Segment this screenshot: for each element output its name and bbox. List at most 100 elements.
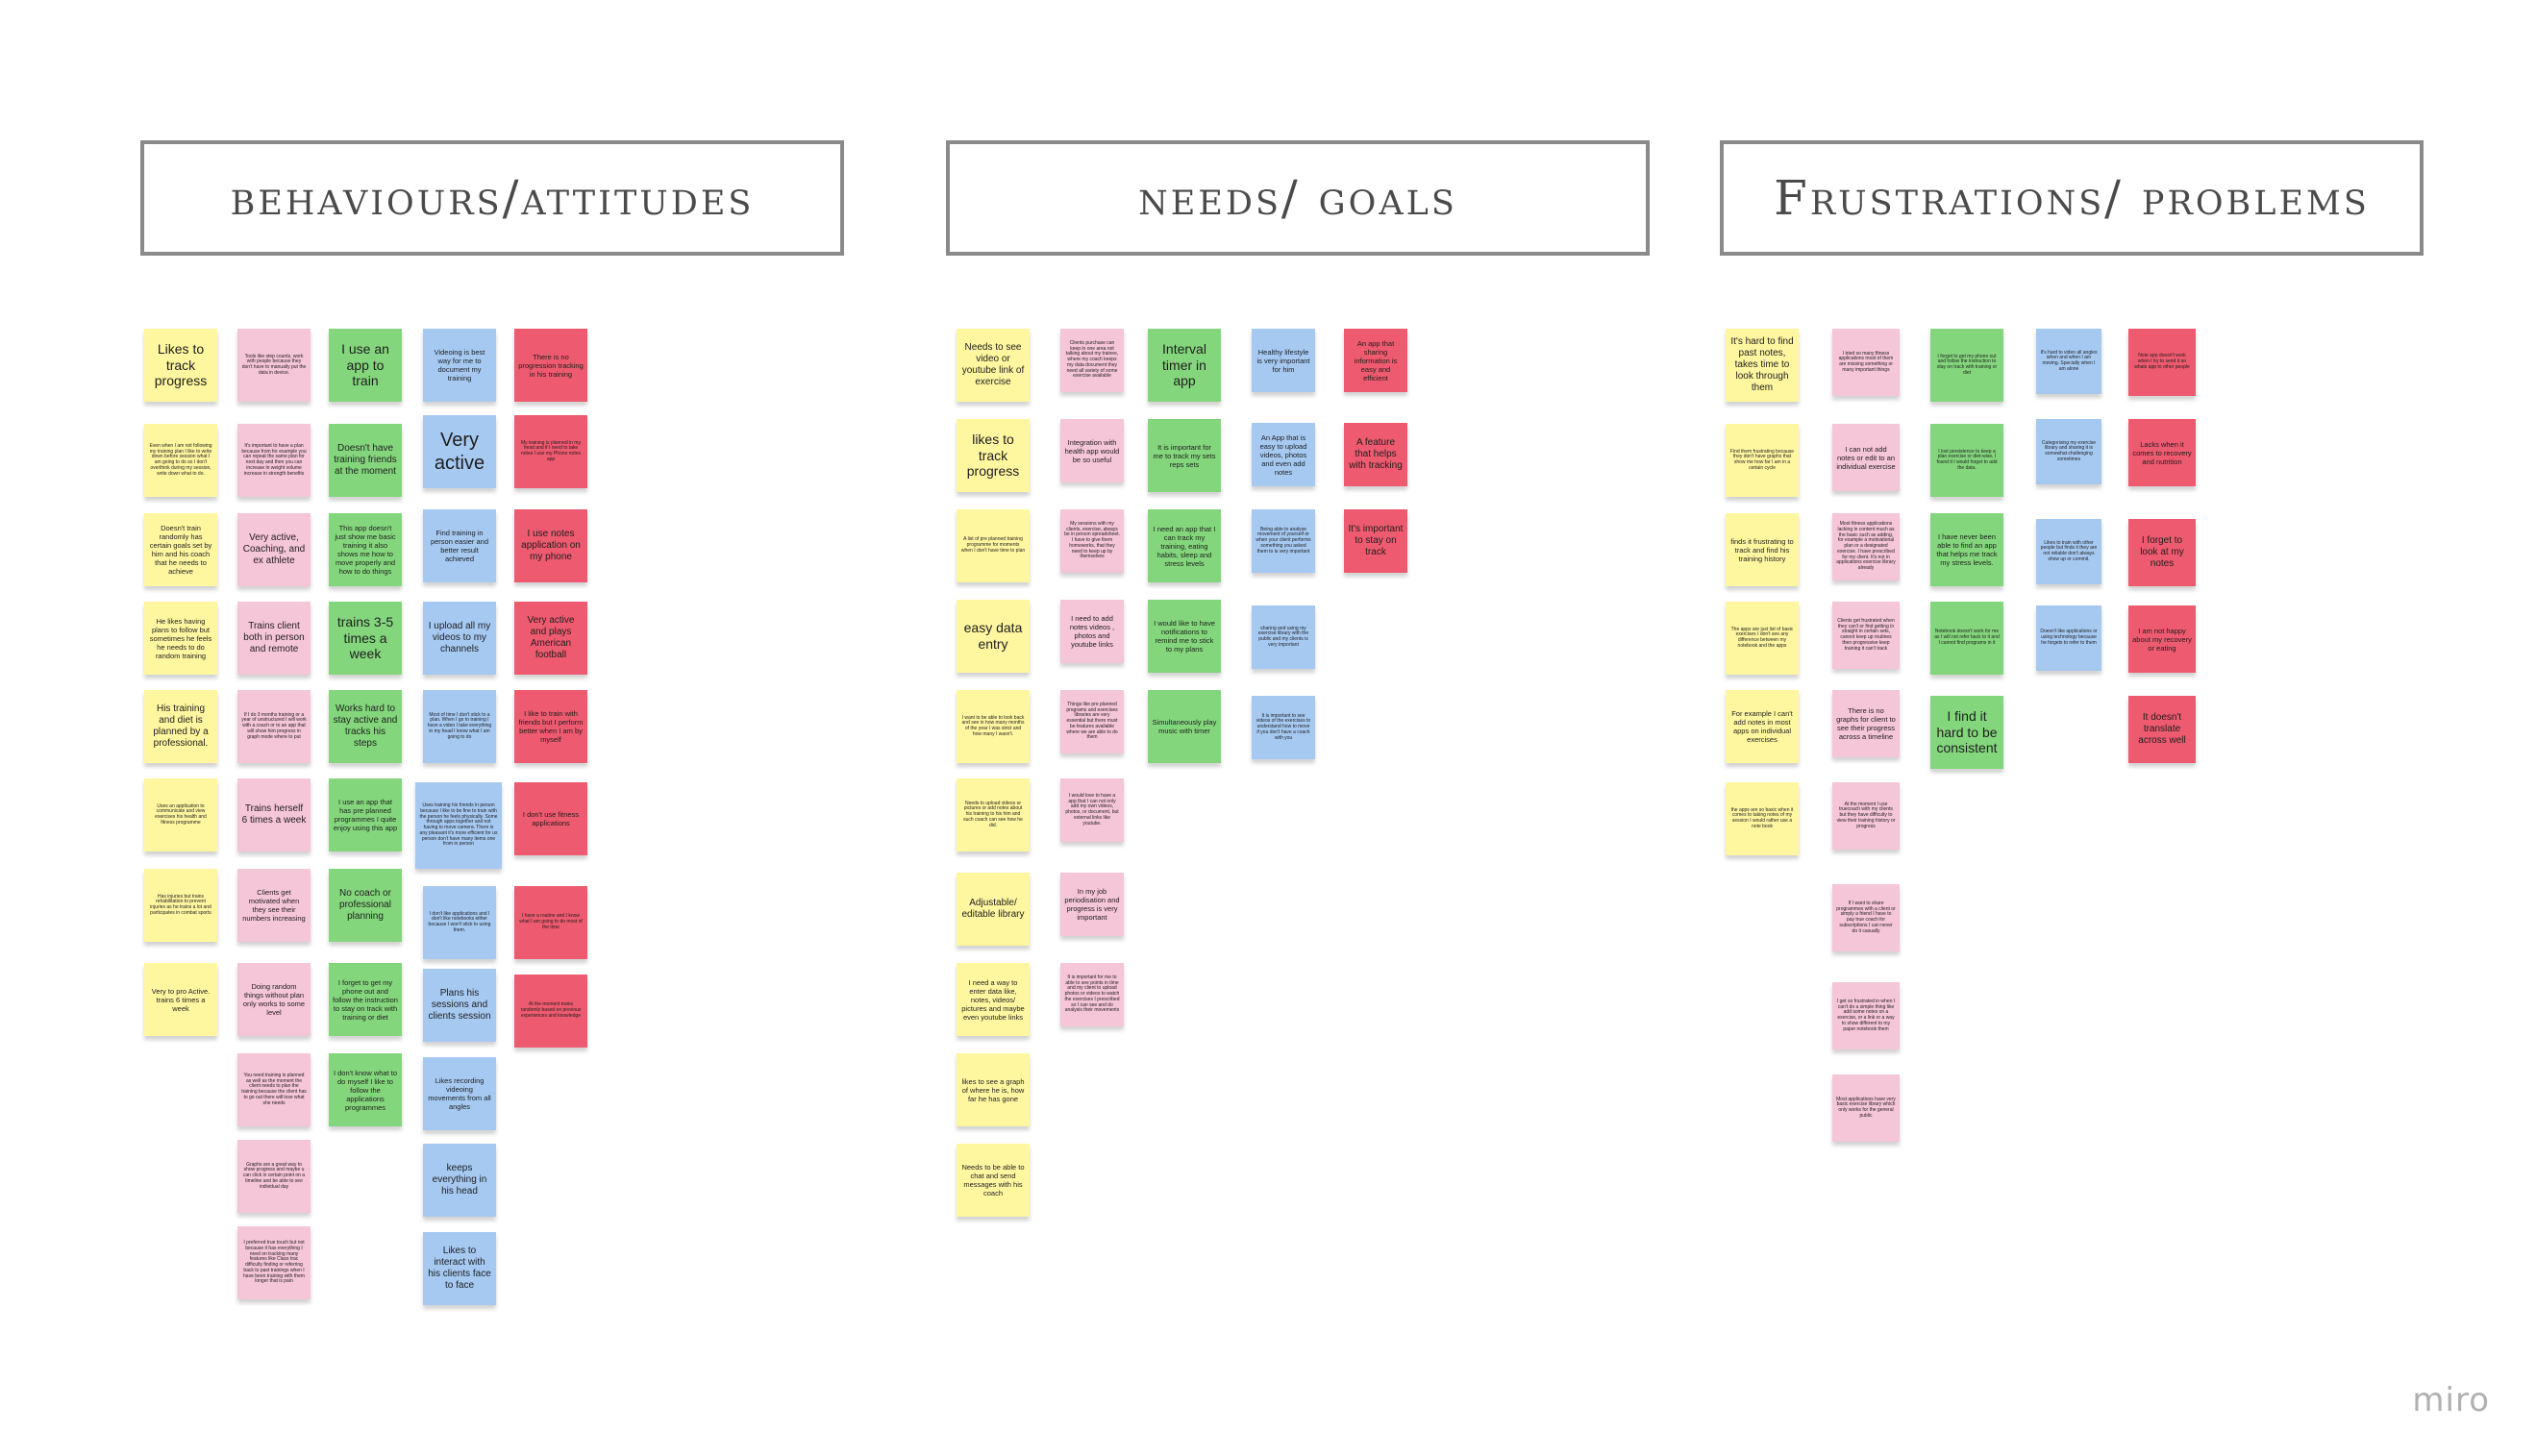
sticky-note[interactable]: Needs to upload videos or pictures or ad… bbox=[957, 778, 1030, 851]
sticky-note[interactable]: Most applications have very basic exerci… bbox=[1832, 1074, 1900, 1142]
sticky-note[interactable]: Has injuries but trains rehabilitation t… bbox=[144, 869, 217, 942]
sticky-note[interactable]: I have never been able to find an app th… bbox=[1930, 513, 2003, 586]
sticky-note[interactable]: I would like to have notifications to re… bbox=[1148, 600, 1221, 673]
sticky-note[interactable]: Trains herself 6 times a week bbox=[237, 778, 311, 851]
sticky-note[interactable]: It is important for me to able to see po… bbox=[1060, 963, 1124, 1026]
sticky-note[interactable]: Clients get frustrated when they can't o… bbox=[1832, 602, 1900, 669]
sticky-note[interactable]: finds it frustrating to track and find h… bbox=[1726, 513, 1799, 586]
header-behaviours[interactable]: behaviours/attitudes bbox=[140, 140, 844, 256]
sticky-note[interactable]: An App that is easy to upload videos, ph… bbox=[1252, 423, 1315, 486]
sticky-note[interactable]: It's important to have a plan because fr… bbox=[237, 424, 311, 497]
sticky-note[interactable]: My training is planned in my head and if… bbox=[514, 415, 587, 488]
sticky-note[interactable]: Find training in person easier and bette… bbox=[423, 509, 496, 582]
sticky-note[interactable]: Adjustable/ editable library bbox=[957, 873, 1030, 946]
sticky-note[interactable]: I tried so many fitness applications mos… bbox=[1832, 329, 1900, 396]
sticky-note[interactable]: Integration with health app would be so … bbox=[1060, 419, 1124, 482]
sticky-note[interactable]: Notebook doesn't work for me as I will n… bbox=[1930, 602, 2003, 675]
sticky-note[interactable]: Needs to see video or youtube link of ex… bbox=[957, 329, 1030, 402]
sticky-note[interactable]: the apps are so basic when it comes to t… bbox=[1726, 782, 1799, 855]
sticky-note[interactable]: I upload all my videos to my channels bbox=[423, 602, 496, 675]
sticky-note[interactable]: Doing random things without plan only wo… bbox=[237, 963, 311, 1036]
sticky-note[interactable]: Likes to interact with his clients face … bbox=[423, 1232, 496, 1305]
sticky-note[interactable]: Very active, Coaching, and ex athlete bbox=[237, 513, 311, 586]
sticky-note[interactable]: There is no graphs for client to see the… bbox=[1832, 690, 1900, 757]
sticky-note[interactable]: Very active bbox=[423, 415, 496, 488]
sticky-note[interactable]: I find it hard to be consistent bbox=[1930, 696, 2003, 769]
sticky-note[interactable]: Categorising my exercise library and sha… bbox=[2036, 419, 2101, 484]
sticky-note[interactable]: Most fitness applications lacking in con… bbox=[1832, 513, 1900, 580]
sticky-note[interactable]: I get so frustrated in when I can't do a… bbox=[1832, 982, 1900, 1049]
sticky-note[interactable]: He likes having plans to follow but some… bbox=[144, 602, 217, 675]
sticky-note[interactable]: Things like pre planned programs and exe… bbox=[1060, 690, 1124, 753]
sticky-note[interactable]: I like to train with friends but I perfo… bbox=[514, 690, 587, 763]
sticky-note[interactable]: It is important for me to track my sets … bbox=[1148, 419, 1221, 492]
sticky-note[interactable]: In my job periodisation and progress is … bbox=[1060, 873, 1124, 936]
sticky-note[interactable]: I use notes application on my phone bbox=[514, 509, 587, 582]
sticky-note[interactable]: Uses training his friends in person beca… bbox=[415, 782, 502, 869]
sticky-note[interactable]: I forget to look at my notes bbox=[2128, 519, 2196, 586]
sticky-note[interactable]: likes to see a graph of where he is, how… bbox=[957, 1053, 1030, 1126]
sticky-note[interactable]: Simultaneously play music with timer bbox=[1148, 690, 1221, 763]
sticky-note[interactable]: I preferred true touch but not because i… bbox=[237, 1226, 311, 1299]
sticky-note[interactable]: Lacks when it comes to recovery and nutr… bbox=[2128, 419, 2196, 486]
sticky-note[interactable]: I would love to have a app that I can no… bbox=[1060, 778, 1124, 842]
sticky-note[interactable]: I use an app that has pre planned progra… bbox=[329, 778, 402, 851]
sticky-note[interactable]: Clients get motivated when they see thei… bbox=[237, 869, 311, 942]
sticky-note[interactable]: I have a routine and I know what I am go… bbox=[514, 886, 587, 959]
sticky-note[interactable]: Doesn't have training friends at the mom… bbox=[329, 424, 402, 497]
sticky-note[interactable]: It is important to see videos of the exe… bbox=[1252, 696, 1315, 759]
sticky-note[interactable]: I need an app that I can track my traini… bbox=[1148, 509, 1221, 582]
sticky-note[interactable]: I am not happy about my recovery or eati… bbox=[2128, 605, 2196, 673]
sticky-note[interactable]: You need training is planned as well as … bbox=[237, 1053, 311, 1126]
sticky-note[interactable]: sharing and using my exercise library wi… bbox=[1252, 605, 1315, 669]
sticky-note[interactable]: It's hard to find past notes, takes time… bbox=[1726, 329, 1799, 402]
sticky-note[interactable]: I can not add notes or edit to an indivi… bbox=[1832, 424, 1900, 491]
sticky-note[interactable]: I don't know what to do myself I like to… bbox=[329, 1053, 402, 1126]
sticky-note[interactable]: This app doesn't just show me basic trai… bbox=[329, 513, 402, 586]
sticky-note[interactable]: It doesn't translate across well bbox=[2128, 696, 2196, 763]
sticky-note[interactable]: Being able to analyse movement of yourse… bbox=[1252, 509, 1315, 573]
sticky-note[interactable]: trains 3-5 times a week bbox=[329, 602, 402, 675]
sticky-note[interactable]: The apps are just list of basic exercise… bbox=[1726, 602, 1799, 675]
sticky-note[interactable]: Find them frustrating because they don't… bbox=[1726, 424, 1799, 497]
header-needs[interactable]: needs/ goals bbox=[946, 140, 1650, 256]
sticky-note[interactable]: Clients purchase can keep in one area no… bbox=[1060, 329, 1124, 392]
sticky-note[interactable]: A list of pre planned training programme… bbox=[957, 509, 1030, 582]
sticky-note[interactable]: Graphs are a great way to show progress … bbox=[237, 1140, 311, 1213]
sticky-note[interactable]: Likes recording videoing movements from … bbox=[423, 1057, 496, 1130]
sticky-note[interactable]: I don't like applications and I don't li… bbox=[423, 886, 496, 959]
sticky-note[interactable]: Videoing is best way for me to document … bbox=[423, 329, 496, 402]
sticky-note[interactable]: I want to be able to look back and see i… bbox=[957, 690, 1030, 763]
sticky-note[interactable]: Doesn't train randomly has certain goals… bbox=[144, 513, 217, 586]
sticky-note[interactable]: likes to track progress bbox=[957, 419, 1030, 492]
sticky-note[interactable]: Note app doesn't work when I try to send… bbox=[2128, 329, 2196, 396]
sticky-note[interactable]: I don't use fitness applications bbox=[514, 782, 587, 855]
sticky-note[interactable]: Needs to be able to chat and send messag… bbox=[957, 1144, 1030, 1217]
sticky-note[interactable]: If I want to share programmes with a cli… bbox=[1832, 884, 1900, 951]
sticky-note[interactable]: Very to pro Active. trains 6 times a wee… bbox=[144, 963, 217, 1036]
sticky-note[interactable]: Likes to track progress bbox=[144, 329, 217, 402]
sticky-note[interactable]: An app that sharing information is easy … bbox=[1344, 329, 1407, 392]
sticky-note[interactable]: A feature that helps with tracking bbox=[1344, 423, 1407, 486]
sticky-note[interactable]: I forget to get my phone out and follow … bbox=[329, 963, 402, 1036]
sticky-note[interactable]: Interval timer in app bbox=[1148, 329, 1221, 402]
sticky-note[interactable]: At the moment trains randomly based on p… bbox=[514, 975, 587, 1048]
sticky-note[interactable]: I lost persistence to keep a plan exerci… bbox=[1930, 424, 2003, 497]
sticky-note[interactable]: keeps everything in his head bbox=[423, 1144, 496, 1217]
sticky-note[interactable]: Likes to train with other people but fin… bbox=[2036, 519, 2101, 584]
sticky-note[interactable]: Uses an application to communicate and v… bbox=[144, 778, 217, 851]
sticky-note[interactable]: My sessions with my clients, exercise, a… bbox=[1060, 509, 1124, 573]
sticky-note[interactable]: It's hard to video all angles when and w… bbox=[2036, 329, 2101, 394]
header-frustrations[interactable]: Frustrations/ problems bbox=[1720, 140, 2424, 256]
sticky-note[interactable]: I need to add notes videos , photos and … bbox=[1060, 600, 1124, 663]
sticky-note[interactable]: Tools like step counts, work with people… bbox=[237, 329, 311, 402]
sticky-note[interactable]: Even when I am not following my training… bbox=[144, 424, 217, 497]
sticky-note[interactable]: Trains client both in person and remote bbox=[237, 602, 311, 675]
sticky-note[interactable]: If I do 3 months training or a year of u… bbox=[237, 690, 311, 763]
sticky-note[interactable]: It's important to stay on track bbox=[1344, 509, 1407, 573]
sticky-note[interactable]: Healthy lifestyle is very important for … bbox=[1252, 329, 1315, 392]
sticky-note[interactable]: There is no progression tracking in his … bbox=[514, 329, 587, 402]
sticky-note[interactable]: Plans his sessions and clients session bbox=[423, 969, 496, 1042]
sticky-note[interactable]: At the moment I use truecoach with my cl… bbox=[1832, 782, 1900, 850]
